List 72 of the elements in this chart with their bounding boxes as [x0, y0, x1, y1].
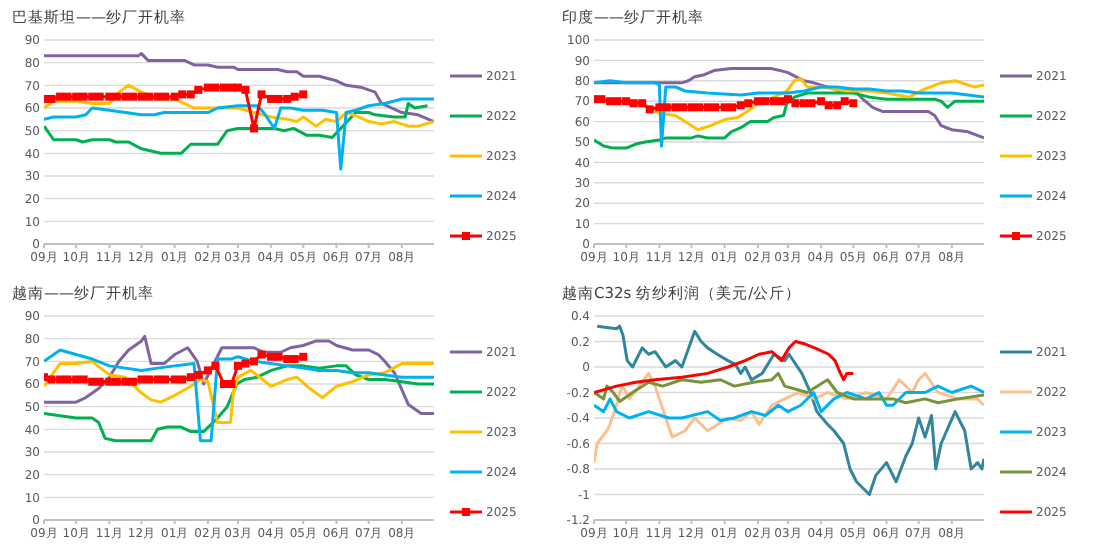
point: [220, 380, 228, 388]
point: [79, 92, 88, 101]
line-series: [44, 334, 434, 415]
line-series: [44, 348, 434, 443]
point: [56, 375, 65, 384]
point: [233, 361, 242, 370]
line-series: [44, 97, 434, 171]
line-series: [594, 384, 984, 423]
line-series: [594, 371, 984, 405]
point: [299, 352, 308, 361]
line-series: [595, 324, 984, 496]
point: [211, 361, 220, 370]
point: [290, 92, 299, 101]
point: [112, 377, 121, 386]
point: [274, 94, 283, 103]
point: [128, 377, 137, 386]
point: [203, 366, 212, 375]
point: [95, 377, 104, 386]
point: [112, 92, 121, 101]
point: [274, 352, 283, 361]
point: [95, 92, 104, 101]
point: [250, 357, 258, 366]
line-series: [640, 77, 984, 132]
point: [161, 375, 170, 384]
point: [105, 377, 114, 386]
point: [178, 90, 187, 99]
point: [79, 375, 88, 384]
line-series: [44, 359, 434, 425]
point: [121, 92, 130, 101]
point: [178, 375, 187, 384]
line-series: [594, 79, 984, 148]
point: [88, 92, 97, 101]
point: [72, 92, 81, 101]
line-series: [44, 52, 434, 124]
point: [241, 85, 250, 94]
point: [257, 350, 266, 359]
point: [233, 83, 242, 92]
point: [283, 355, 292, 364]
point: [105, 92, 114, 101]
point: [63, 375, 72, 384]
point: [186, 373, 195, 382]
line-series: [594, 340, 855, 394]
point: [257, 90, 266, 99]
point: [88, 377, 97, 386]
point: [170, 92, 179, 101]
point: [267, 94, 276, 103]
line-series: [44, 83, 434, 128]
point: [220, 83, 228, 92]
point: [145, 375, 153, 384]
point: [72, 375, 81, 384]
line-series: [594, 91, 984, 150]
point: [145, 92, 153, 101]
point: [121, 377, 130, 386]
point: [186, 90, 195, 99]
point: [47, 94, 56, 103]
point: [194, 85, 203, 94]
point: [56, 92, 65, 101]
line-series: [44, 101, 430, 155]
point: [241, 359, 250, 368]
point: [47, 375, 56, 384]
point: [63, 92, 72, 101]
point: [250, 124, 258, 133]
line-series: [594, 371, 984, 465]
point: [211, 83, 220, 92]
point: [194, 370, 203, 379]
point: [267, 352, 276, 361]
point: [290, 355, 299, 364]
point: [161, 92, 170, 101]
point: [227, 380, 236, 388]
point: [299, 90, 308, 99]
point: [128, 92, 137, 101]
point: [283, 94, 292, 103]
